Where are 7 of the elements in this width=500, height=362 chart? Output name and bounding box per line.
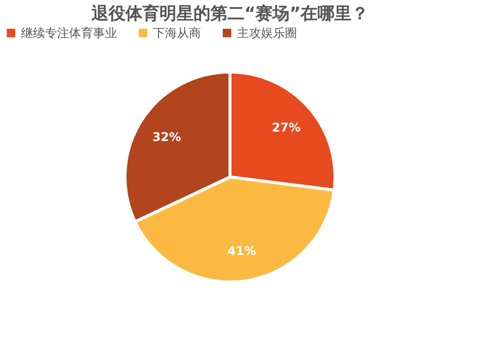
legend-label: 主攻娱乐圈: [237, 26, 297, 40]
data-label: 27%: [272, 120, 301, 134]
data-label: 32%: [152, 130, 182, 144]
legend-label: 下海从商: [153, 26, 201, 40]
data-label: 41%: [227, 244, 256, 258]
chart-title: 退役体育明星的第二“赛场”在哪里？: [90, 3, 369, 24]
legend-label: 继续专注体育事业: [21, 26, 117, 40]
